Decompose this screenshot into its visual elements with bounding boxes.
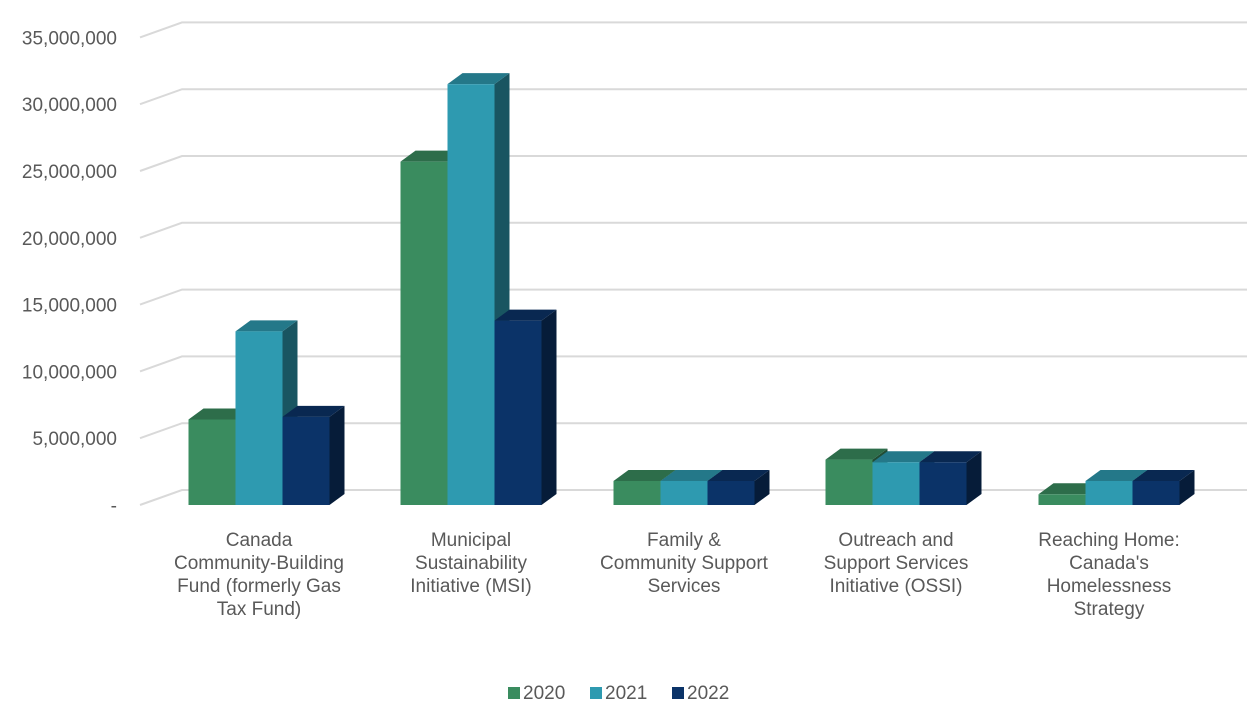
legend-label: 2021 (605, 683, 647, 704)
bar-side (754, 469, 770, 505)
x-axis-labels: Canada Community-Building Fund (formerly G… (174, 530, 1180, 620)
legend-swatch (508, 687, 520, 699)
bar-top (825, 448, 888, 460)
bar-front (1132, 480, 1180, 505)
legend-label: 2020 (523, 683, 565, 704)
bar-front (447, 84, 495, 505)
y-tick-label: 15,000,000 (22, 296, 117, 317)
bar-top (707, 469, 770, 481)
bar-top (400, 150, 463, 162)
gridline (139, 21, 1247, 39)
x-tick-label: Outreach and Support Services Initiative (… (824, 530, 969, 597)
y-tick-label: 25,000,000 (22, 162, 117, 183)
legend-swatch (590, 687, 602, 699)
bar-front (707, 480, 755, 505)
bar-front (613, 480, 661, 505)
bar-top (660, 469, 723, 481)
legend-item: 2022 (672, 683, 729, 704)
bar-side (966, 451, 982, 505)
x-tick-label: Municipal Sustainability Initiative (MSI) (410, 530, 531, 597)
bar-front (494, 320, 542, 505)
bar-top (919, 451, 982, 463)
gridline (139, 88, 1247, 106)
bar-front (660, 480, 708, 505)
bar-front (235, 331, 283, 505)
x-tick-label: Reaching Home: Canada's Homelessness Strate… (1038, 530, 1180, 620)
bar-front (188, 419, 236, 505)
y-tick-label: - (111, 496, 117, 517)
bar-front (400, 161, 448, 505)
gridline (139, 355, 1247, 373)
bar-side (1179, 469, 1195, 505)
y-tick-label: 30,000,000 (22, 95, 117, 116)
y-tick-label: 5,000,000 (32, 429, 117, 450)
bar-front (825, 459, 873, 505)
bar-top (282, 405, 345, 417)
bar (494, 309, 557, 505)
bar-top (1132, 469, 1195, 481)
legend-item: 2021 (590, 683, 647, 704)
y-axis-ticks: - 5,000,000 10,000,000 15,000,000 20,000,000… (22, 28, 117, 517)
bar-front (1038, 494, 1086, 505)
y-tick-label: 10,000,000 (22, 362, 117, 383)
bar-top (1085, 469, 1148, 481)
bar-side (541, 309, 557, 505)
legend-item: 2020 (508, 683, 565, 704)
gridline (139, 422, 1247, 440)
gridline (139, 288, 1247, 306)
x-tick-label: Family & Community Support Services (600, 530, 769, 597)
bar (919, 451, 982, 505)
bar-front (872, 462, 920, 505)
gridlines (139, 21, 1247, 506)
bar-front (919, 462, 967, 505)
bar-side (329, 405, 345, 505)
bar-top (447, 73, 510, 85)
bar-top (613, 469, 676, 481)
y-tick-label: 35,000,000 (22, 28, 117, 49)
bar-top (188, 408, 251, 420)
bar (282, 405, 345, 505)
bar-top (494, 309, 557, 321)
bar-front (282, 416, 330, 505)
gridline (139, 221, 1247, 239)
legend-swatch (672, 687, 684, 699)
bar-top (872, 451, 935, 463)
gridline (139, 155, 1247, 172)
bar-top (235, 320, 298, 332)
bar (1132, 469, 1195, 505)
bar-top (1038, 483, 1101, 495)
legend-label: 2022 (687, 683, 729, 704)
x-tick-label: Canada Community-Building Fund (formerly G… (174, 530, 344, 620)
legend: 2020 2021 2022 (508, 683, 729, 704)
bars (188, 73, 1195, 505)
y-tick-label: 20,000,000 (22, 229, 117, 250)
bar-front (1085, 480, 1133, 505)
bar (707, 469, 770, 505)
